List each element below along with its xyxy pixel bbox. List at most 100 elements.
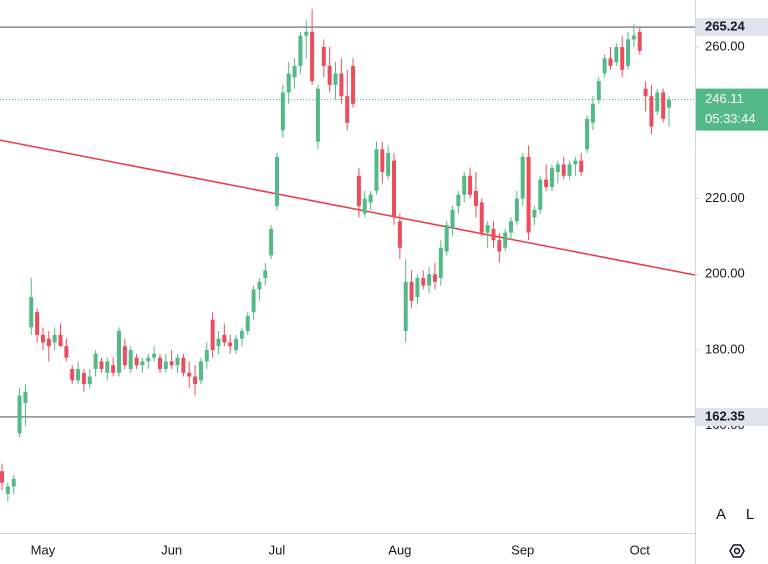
candle-body xyxy=(392,160,397,218)
candle-body xyxy=(263,270,268,279)
candle-body xyxy=(491,228,496,241)
settings-icon[interactable] xyxy=(729,544,745,558)
candle-body xyxy=(438,247,443,279)
candle-body xyxy=(81,372,86,385)
candle-body xyxy=(444,225,449,252)
candle-body xyxy=(315,88,320,142)
candle-body xyxy=(631,35,636,40)
candle-body xyxy=(187,372,192,377)
candle-body xyxy=(409,281,414,301)
candle-body xyxy=(339,73,344,97)
candle-body xyxy=(239,331,244,339)
auto-scale-button[interactable] xyxy=(709,502,733,526)
candle-body xyxy=(286,73,291,93)
candle-body xyxy=(432,274,437,282)
candle-body xyxy=(596,81,601,101)
candle-body xyxy=(0,471,4,483)
candle-body xyxy=(590,103,595,123)
candle-body xyxy=(526,156,531,233)
candle-body xyxy=(111,365,116,373)
y-tick-label: 180.00 xyxy=(705,341,745,356)
candle-body xyxy=(87,376,92,385)
countdown-label: 05:33:44 xyxy=(705,111,756,126)
log-scale-button[interactable] xyxy=(738,502,762,526)
candle-body xyxy=(128,350,133,369)
candle-body xyxy=(122,346,127,366)
candle-body xyxy=(380,149,385,172)
candle-body xyxy=(40,334,45,343)
auto-scale-label[interactable]: A xyxy=(716,506,726,523)
candle-body xyxy=(450,209,455,229)
candle-body xyxy=(415,278,420,297)
candle-body xyxy=(35,312,40,335)
settings-icon-center[interactable] xyxy=(733,547,741,555)
candle-body xyxy=(626,39,631,66)
candle-body xyxy=(544,179,549,188)
candle-body xyxy=(567,164,572,176)
candle-body xyxy=(99,361,104,369)
candle-body xyxy=(134,357,139,366)
candle-body xyxy=(620,46,625,70)
candle-body xyxy=(643,88,648,97)
candle-body xyxy=(193,376,198,385)
candle-body xyxy=(64,346,69,358)
candle-body xyxy=(485,225,490,233)
candle-body xyxy=(585,118,590,150)
y-tick-label: 220.00 xyxy=(705,190,745,205)
candle-body xyxy=(479,202,484,233)
x-tick-label: Aug xyxy=(388,542,411,557)
candle-body xyxy=(140,361,145,366)
level-label: 162.35 xyxy=(705,408,745,423)
candle-body xyxy=(403,281,408,332)
x-tick-label: Jul xyxy=(269,542,286,557)
candle-body xyxy=(17,395,22,434)
candle-body xyxy=(427,274,432,286)
candle-body xyxy=(473,190,478,207)
candle-body xyxy=(321,46,326,66)
candle-body xyxy=(269,228,274,256)
candle-body xyxy=(76,368,81,381)
candle-body xyxy=(351,65,356,104)
candle-body xyxy=(655,92,660,112)
candle-body xyxy=(228,342,233,347)
candle-body xyxy=(333,73,338,85)
candle-body xyxy=(280,92,285,131)
candle-body xyxy=(46,338,51,347)
last-price-label: 246.11 xyxy=(705,91,744,106)
candle-body xyxy=(251,289,256,313)
candle-body xyxy=(509,221,514,233)
candle-body xyxy=(204,350,209,362)
candle-body xyxy=(222,334,227,343)
candle-body xyxy=(555,164,560,172)
candle-body xyxy=(386,153,391,176)
x-tick-label: Sep xyxy=(511,542,534,557)
candle-body xyxy=(649,96,654,127)
candle-body xyxy=(497,240,502,252)
candle-body xyxy=(608,58,613,66)
last-price-box xyxy=(696,88,768,131)
log-scale-label[interactable]: L xyxy=(746,506,754,523)
candle-body xyxy=(614,46,619,63)
candle-body xyxy=(11,478,16,487)
x-tick-label: Jun xyxy=(161,542,182,557)
candle-body xyxy=(456,194,461,207)
candle-body xyxy=(561,164,566,176)
candle-body xyxy=(549,168,554,188)
candle-body xyxy=(356,175,361,207)
candle-body xyxy=(169,361,174,366)
candle-body xyxy=(105,361,110,373)
candle-body xyxy=(146,357,151,362)
settings-button[interactable] xyxy=(729,544,745,558)
candle-body xyxy=(292,65,297,78)
level-label: 265.24 xyxy=(705,19,746,34)
candle-body xyxy=(368,194,373,203)
candle-body xyxy=(93,353,98,369)
candle-body xyxy=(152,353,157,358)
candle-body xyxy=(198,361,203,381)
candle-body xyxy=(602,58,607,74)
candle-body xyxy=(298,35,303,66)
level-label-box xyxy=(696,18,768,37)
candle-body xyxy=(304,31,309,36)
